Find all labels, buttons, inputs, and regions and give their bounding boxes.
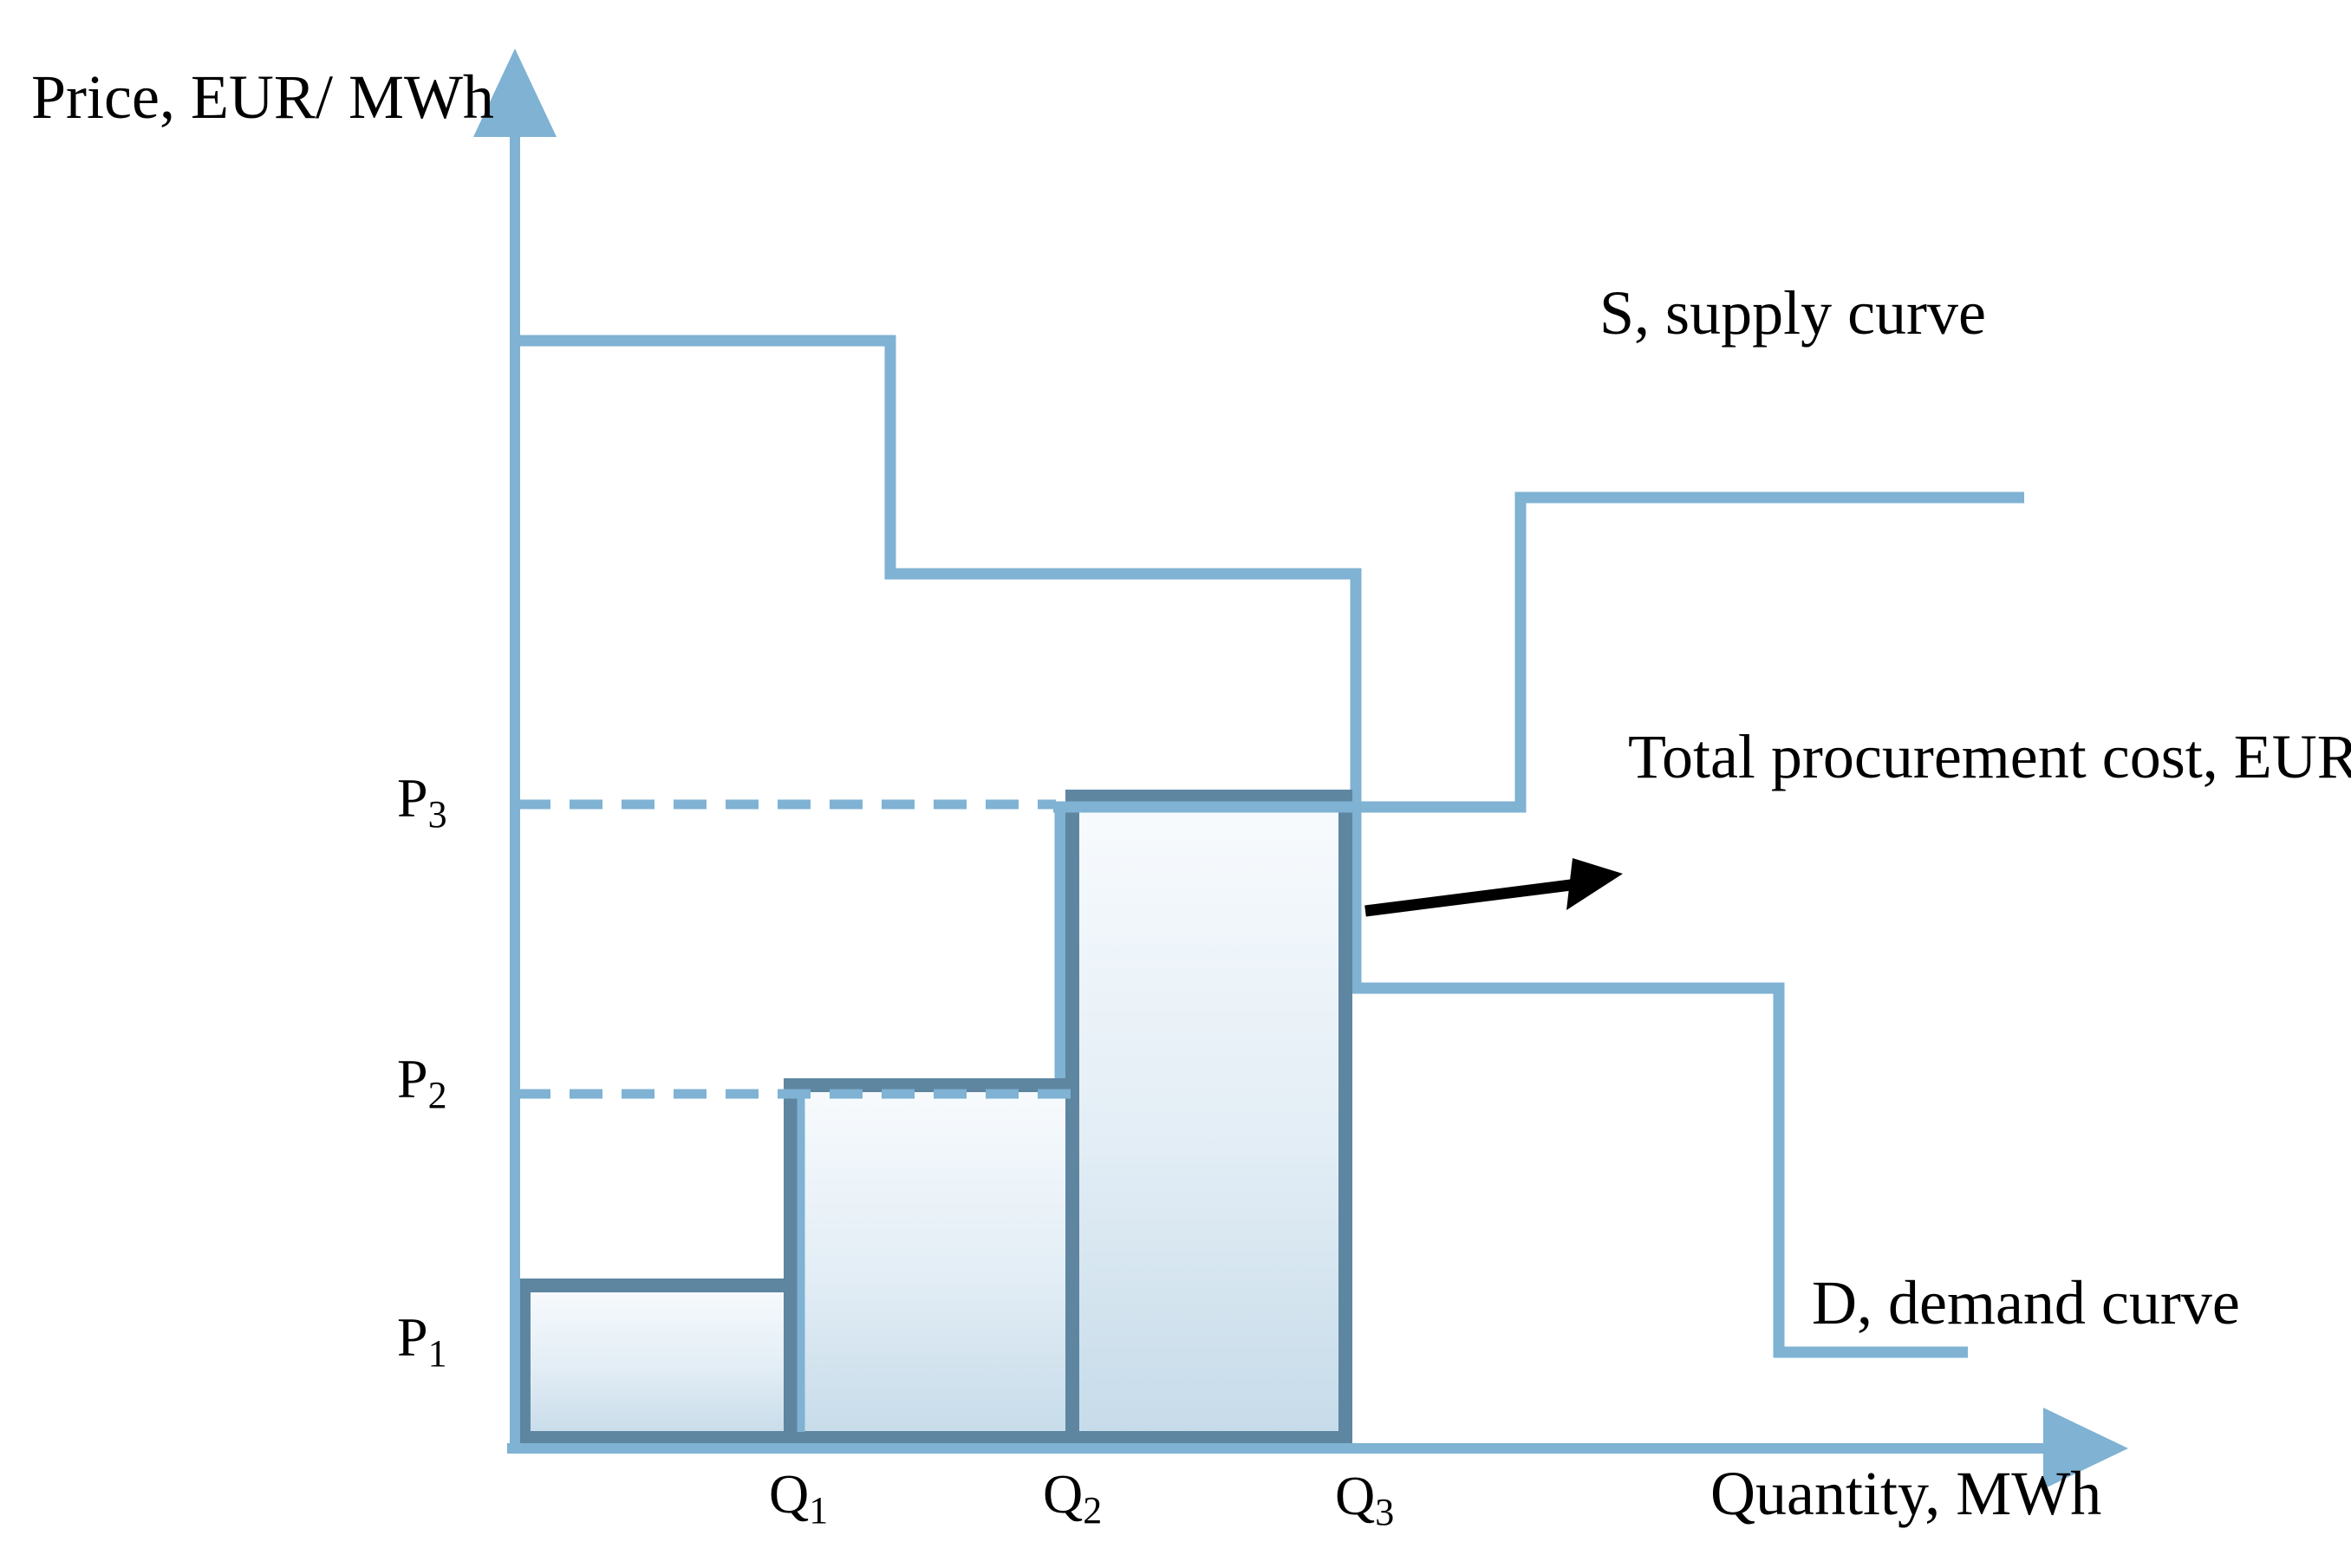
- quantity-tick-q3: Q3: [1335, 1465, 1394, 1533]
- cost-block-3: [1065, 790, 1352, 1445]
- quantity-tick-q2: Q2: [1043, 1463, 1102, 1532]
- demand-curve: [518, 335, 1968, 1358]
- supply-curve-upper: [1053, 491, 2024, 813]
- supply-curve-label: S, supply curve: [1599, 278, 1986, 348]
- price-tick-p1: P1: [397, 1306, 447, 1375]
- price-tick-p3: P3: [397, 767, 447, 836]
- cost-block-2: [784, 1078, 1087, 1445]
- procurement-cost-label: Total procurement cost, EUR: [1628, 722, 2351, 791]
- cost-block-1: [517, 1278, 804, 1445]
- procurement-arrow-shaft: [1364, 879, 1572, 917]
- y-axis-arrowhead-icon: [473, 49, 557, 137]
- price-axis-label: Price, EUR/ MWh: [31, 62, 494, 132]
- price-tick-p2: P2: [397, 1048, 447, 1116]
- x-axis-arrowhead-icon: [2043, 1408, 2128, 1489]
- procurement-arrow-head-icon: [1566, 858, 1623, 910]
- demand-curve-label: D, demand curve: [1812, 1268, 2240, 1337]
- quantity-axis-label: Quantity, MWh: [1710, 1459, 2101, 1528]
- quantity-tick-q1: Q1: [769, 1463, 828, 1532]
